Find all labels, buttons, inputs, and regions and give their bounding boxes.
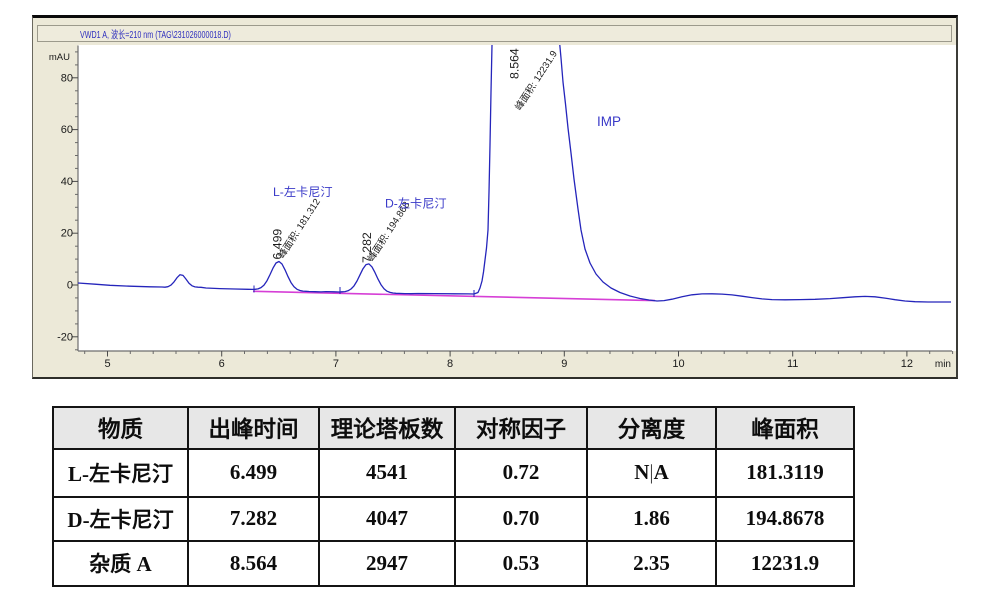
svg-text:mAU: mAU	[49, 52, 70, 63]
svg-text:5: 5	[104, 358, 110, 370]
svg-text:12: 12	[901, 358, 913, 370]
svg-text:8.564: 8.564	[508, 48, 522, 79]
svg-text:-20: -20	[57, 331, 73, 343]
svg-text:6: 6	[219, 358, 225, 370]
svg-text:min: min	[935, 359, 951, 370]
svg-text:60: 60	[61, 124, 73, 136]
svg-text:40: 40	[61, 176, 73, 188]
svg-text:IMP: IMP	[597, 114, 621, 129]
svg-text:80: 80	[61, 72, 73, 84]
svg-text:6.499: 6.499	[271, 229, 285, 260]
svg-text:0: 0	[67, 280, 73, 292]
svg-text:11: 11	[787, 358, 798, 370]
svg-text:7: 7	[333, 358, 339, 370]
svg-text:7.282: 7.282	[360, 232, 374, 263]
svg-text:8: 8	[447, 358, 453, 370]
svg-text:L-左卡尼汀: L-左卡尼汀	[273, 184, 333, 199]
svg-text:10: 10	[672, 358, 684, 370]
svg-text:9: 9	[561, 358, 567, 370]
svg-text:20: 20	[61, 228, 73, 240]
svg-text:D-左卡尼汀: D-左卡尼汀	[385, 196, 447, 211]
